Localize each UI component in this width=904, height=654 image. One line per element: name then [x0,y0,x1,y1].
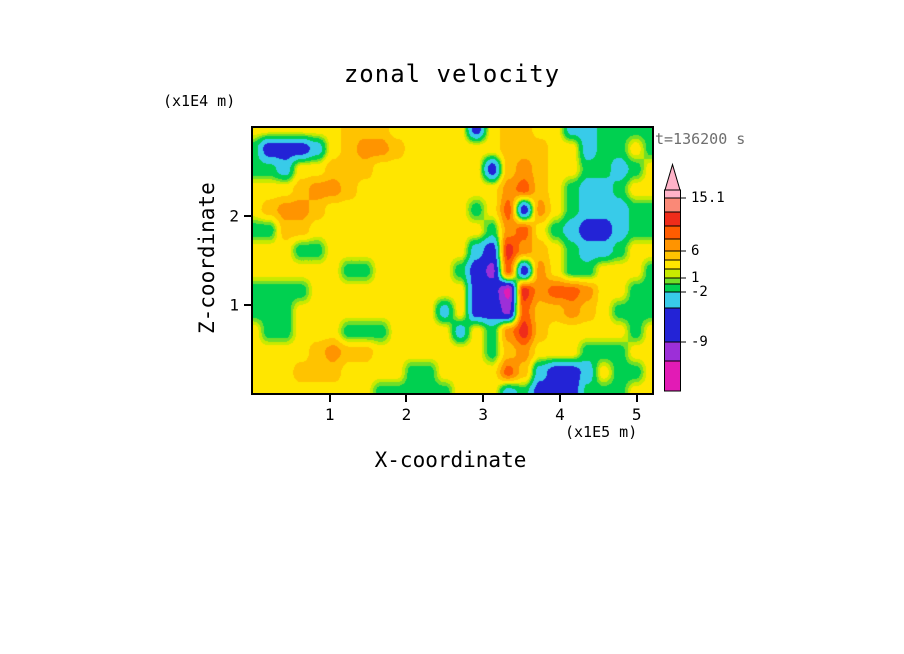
colorbar-band [664,259,681,270]
plot-frame [251,126,654,395]
y-axis-label: Z-coordinate [195,182,219,335]
colorbar-band [664,307,681,343]
colorbar-band [664,341,681,362]
colorbar-band [664,283,681,293]
colorbar-label: 1 [691,270,700,286]
x-tick-label: 1 [324,405,335,424]
y-axis-unit-label: (x1E4 m) [163,92,236,110]
colorbar-band [664,211,681,227]
x-axis-label: X-coordinate [374,448,527,472]
colorbar-label: -9 [691,334,708,350]
x-axis-unit-label: (x1E5 m) [565,423,638,441]
colorbar-arrow-icon [664,162,681,191]
x-tick-mark [405,395,408,402]
colorbar-label: 6 [691,243,700,259]
contour-canvas [253,128,652,393]
y-tick-mark [244,215,251,218]
colorbar-band [664,268,681,279]
colorbar-band [664,238,681,252]
colorbar-band [664,250,681,261]
colorbar-band [664,225,681,240]
time-label: t=136200 s [655,130,746,148]
colorbar-band [664,189,681,199]
chart-title: zonal velocity [343,60,561,88]
colorbar-band [664,360,681,392]
colorbar-label: 15.1 [691,190,725,206]
x-tick-label: 4 [555,405,565,424]
y-tick-label: 2 [229,206,239,226]
x-tick-mark [558,395,561,402]
x-tick-label: 2 [401,405,412,424]
colorbar-label: -2 [691,284,708,300]
x-tick-label: 5 [631,405,642,424]
colorbar-band [664,197,681,213]
x-tick-mark [328,395,331,402]
colorbar-band [664,291,681,309]
x-tick-mark [482,395,485,402]
y-tick-label: 1 [229,295,239,315]
x-tick-label: 3 [478,405,489,424]
colorbar [664,162,686,392]
colorbar-band [664,277,681,285]
y-tick-mark [244,303,251,306]
x-tick-mark [635,395,638,402]
